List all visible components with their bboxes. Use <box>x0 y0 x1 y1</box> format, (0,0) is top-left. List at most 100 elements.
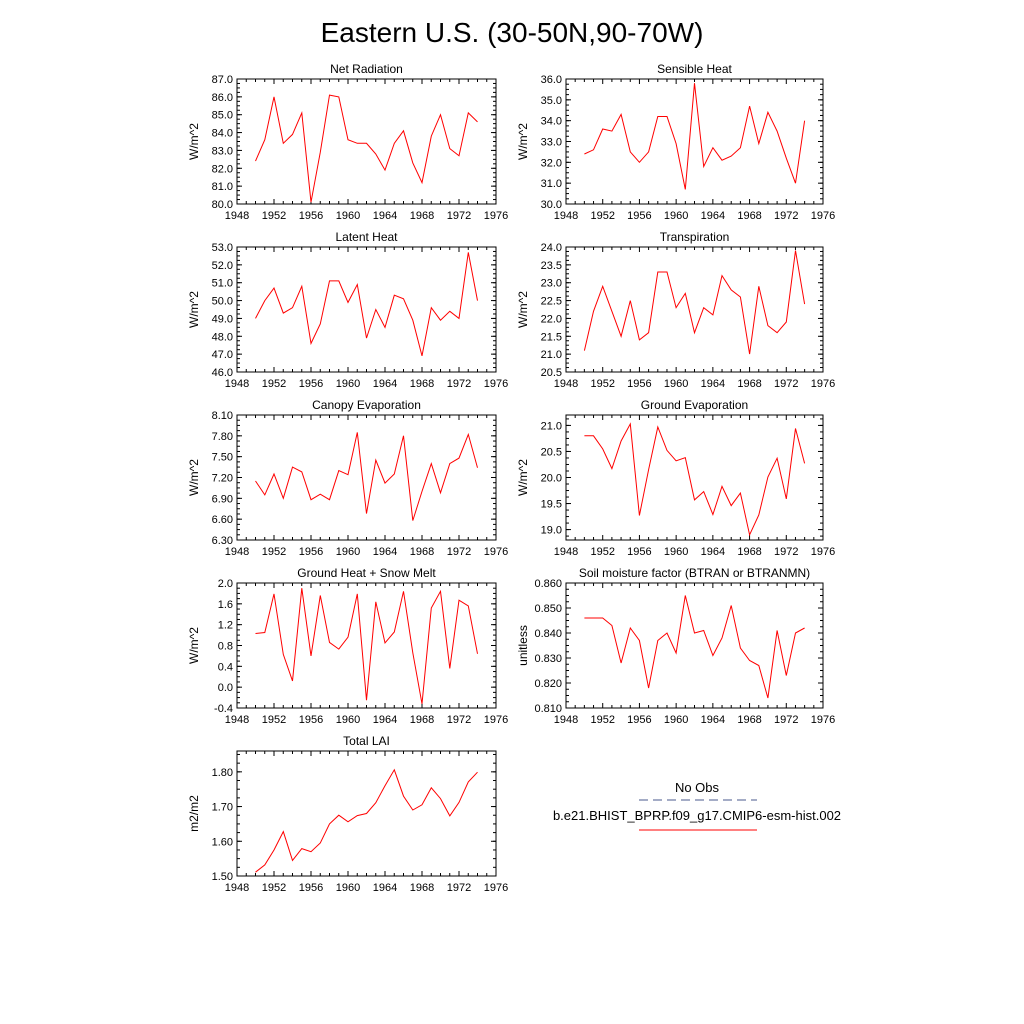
y-tick-label: 1.6 <box>218 599 233 611</box>
x-tick-label: 1960 <box>664 714 688 726</box>
legend-obs-label: No Obs <box>675 780 720 795</box>
y-tick-label: 87.0 <box>212 74 233 86</box>
x-tick-label: 1952 <box>262 378 286 390</box>
y-tick-label: 0.850 <box>534 603 562 615</box>
x-tick-label: 1960 <box>664 378 688 390</box>
x-tick-label: 1960 <box>336 546 360 558</box>
x-tick-label: 1972 <box>447 546 471 558</box>
x-tick-label: 1952 <box>262 882 286 894</box>
x-tick-label: 1952 <box>590 210 614 222</box>
panel-1: Net Radiation W/m^2 1948 1952 1956 1960 1964 19… <box>187 62 508 222</box>
legend: No Obs b.e21.BHIST_BPRP.f09_g17.CMIP6-es… <box>553 780 841 831</box>
series-line <box>583 250 806 355</box>
x-tick-label: 1972 <box>447 882 471 894</box>
y-tick-label: 2.0 <box>218 578 233 590</box>
y-axis-label: W/m^2 <box>187 291 201 328</box>
panel-title: Net Radiation <box>330 62 403 76</box>
series-line <box>255 432 478 521</box>
x-tick-label: 1960 <box>336 210 360 222</box>
legend-model-label: b.e21.BHIST_BPRP.f09_g17.CMIP6-esm-hist.… <box>553 808 841 823</box>
y-tick-label: 20.5 <box>541 446 562 458</box>
y-tick-label: 0.810 <box>534 703 562 715</box>
panel-4: Transpiration W/m^2 1948 1952 1956 1960 1964 19… <box>516 230 835 390</box>
x-tick-label: 1976 <box>811 714 835 726</box>
y-axis-label: W/m^2 <box>187 123 201 160</box>
plot-frame <box>236 78 497 205</box>
y-tick-label: 8.10 <box>212 410 233 422</box>
x-tick-label: 1948 <box>225 714 249 726</box>
y-tick-label: 1.70 <box>212 802 233 814</box>
y-tick-label: 1.80 <box>212 767 233 779</box>
panel-9: Total LAI m2/m2 1948 1952 1956 1960 1964 1968 19… <box>187 734 508 894</box>
x-tick-label: 1956 <box>299 714 323 726</box>
x-tick-label: 1972 <box>774 714 798 726</box>
x-tick-label: 1968 <box>737 210 761 222</box>
y-tick-label: 81.0 <box>212 181 233 193</box>
y-tick-label: 31.0 <box>541 178 562 190</box>
y-tick-label: 1.60 <box>212 836 233 848</box>
x-tick-label: 1956 <box>627 378 651 390</box>
y-tick-label: 6.30 <box>212 535 233 547</box>
x-tick-label: 1968 <box>410 546 434 558</box>
panel-title: Total LAI <box>343 734 390 748</box>
y-tick-label: 50.0 <box>212 296 233 308</box>
x-tick-label: 1972 <box>447 378 471 390</box>
y-axis-label: m2/m2 <box>187 795 201 832</box>
plot-frame <box>565 582 824 709</box>
x-tick-label: 1948 <box>225 378 249 390</box>
x-tick-label: 1968 <box>410 714 434 726</box>
x-tick-label: 1964 <box>373 546 397 558</box>
x-tick-label: 1960 <box>664 210 688 222</box>
x-tick-label: 1960 <box>664 546 688 558</box>
y-tick-label: 49.0 <box>212 313 233 325</box>
x-tick-label: 1960 <box>336 882 360 894</box>
y-tick-label: 33.0 <box>541 137 562 149</box>
y-tick-label: 20.5 <box>541 367 562 379</box>
series-line <box>584 595 805 699</box>
y-tick-label: 1.2 <box>218 620 233 632</box>
x-tick-label: 1956 <box>299 378 323 390</box>
x-tick-label: 1968 <box>410 882 434 894</box>
y-tick-label: 0.8 <box>218 641 233 653</box>
x-tick-label: 1964 <box>701 378 725 390</box>
y-tick-label: 23.0 <box>541 278 562 290</box>
y-tick-label: 82.0 <box>212 163 233 175</box>
y-axis-label: W/m^2 <box>187 459 201 496</box>
y-tick-label: 46.0 <box>212 367 233 379</box>
panel-title: Transpiration <box>660 230 730 244</box>
y-tick-label: 35.0 <box>541 95 562 107</box>
x-tick-label: 1952 <box>262 546 286 558</box>
y-tick-label: 86.0 <box>212 92 233 104</box>
y-tick-label: 7.20 <box>212 473 233 485</box>
y-tick-label: 0.860 <box>534 578 562 590</box>
y-tick-label: 21.5 <box>541 331 562 343</box>
x-tick-label: 1956 <box>627 546 651 558</box>
x-tick-label: 1964 <box>701 210 725 222</box>
y-tick-label: 51.0 <box>212 278 233 290</box>
y-axis-label: W/m^2 <box>516 291 530 328</box>
y-tick-label: 0.4 <box>218 661 233 673</box>
x-tick-label: 1976 <box>811 546 835 558</box>
x-tick-label: 1968 <box>410 378 434 390</box>
panel-title: Soil moisture factor (BTRAN or BTRANMN) <box>579 566 810 580</box>
plot-frame <box>565 78 824 205</box>
y-tick-label: 85.0 <box>212 110 233 122</box>
plot-frame <box>236 246 497 373</box>
x-tick-label: 1960 <box>336 714 360 726</box>
y-tick-label: 80.0 <box>212 199 233 211</box>
panel-title: Canopy Evaporation <box>312 398 421 412</box>
series-line <box>255 252 478 357</box>
y-tick-label: 7.80 <box>212 431 233 443</box>
y-tick-label: 22.0 <box>541 313 562 325</box>
x-tick-label: 1948 <box>225 882 249 894</box>
x-tick-label: 1976 <box>484 210 508 222</box>
x-tick-label: 1968 <box>737 378 761 390</box>
plot-frame <box>565 414 824 541</box>
x-tick-label: 1952 <box>590 714 614 726</box>
y-tick-label: 48.0 <box>212 331 233 343</box>
panel-title: Ground Evaporation <box>641 398 748 412</box>
series-line <box>584 422 806 537</box>
y-axis-label: W/m^2 <box>187 627 201 664</box>
y-tick-label: 19.0 <box>541 525 562 537</box>
panel-8: Soil moisture factor (BTRAN or BTRANMN) u… <box>516 566 835 726</box>
